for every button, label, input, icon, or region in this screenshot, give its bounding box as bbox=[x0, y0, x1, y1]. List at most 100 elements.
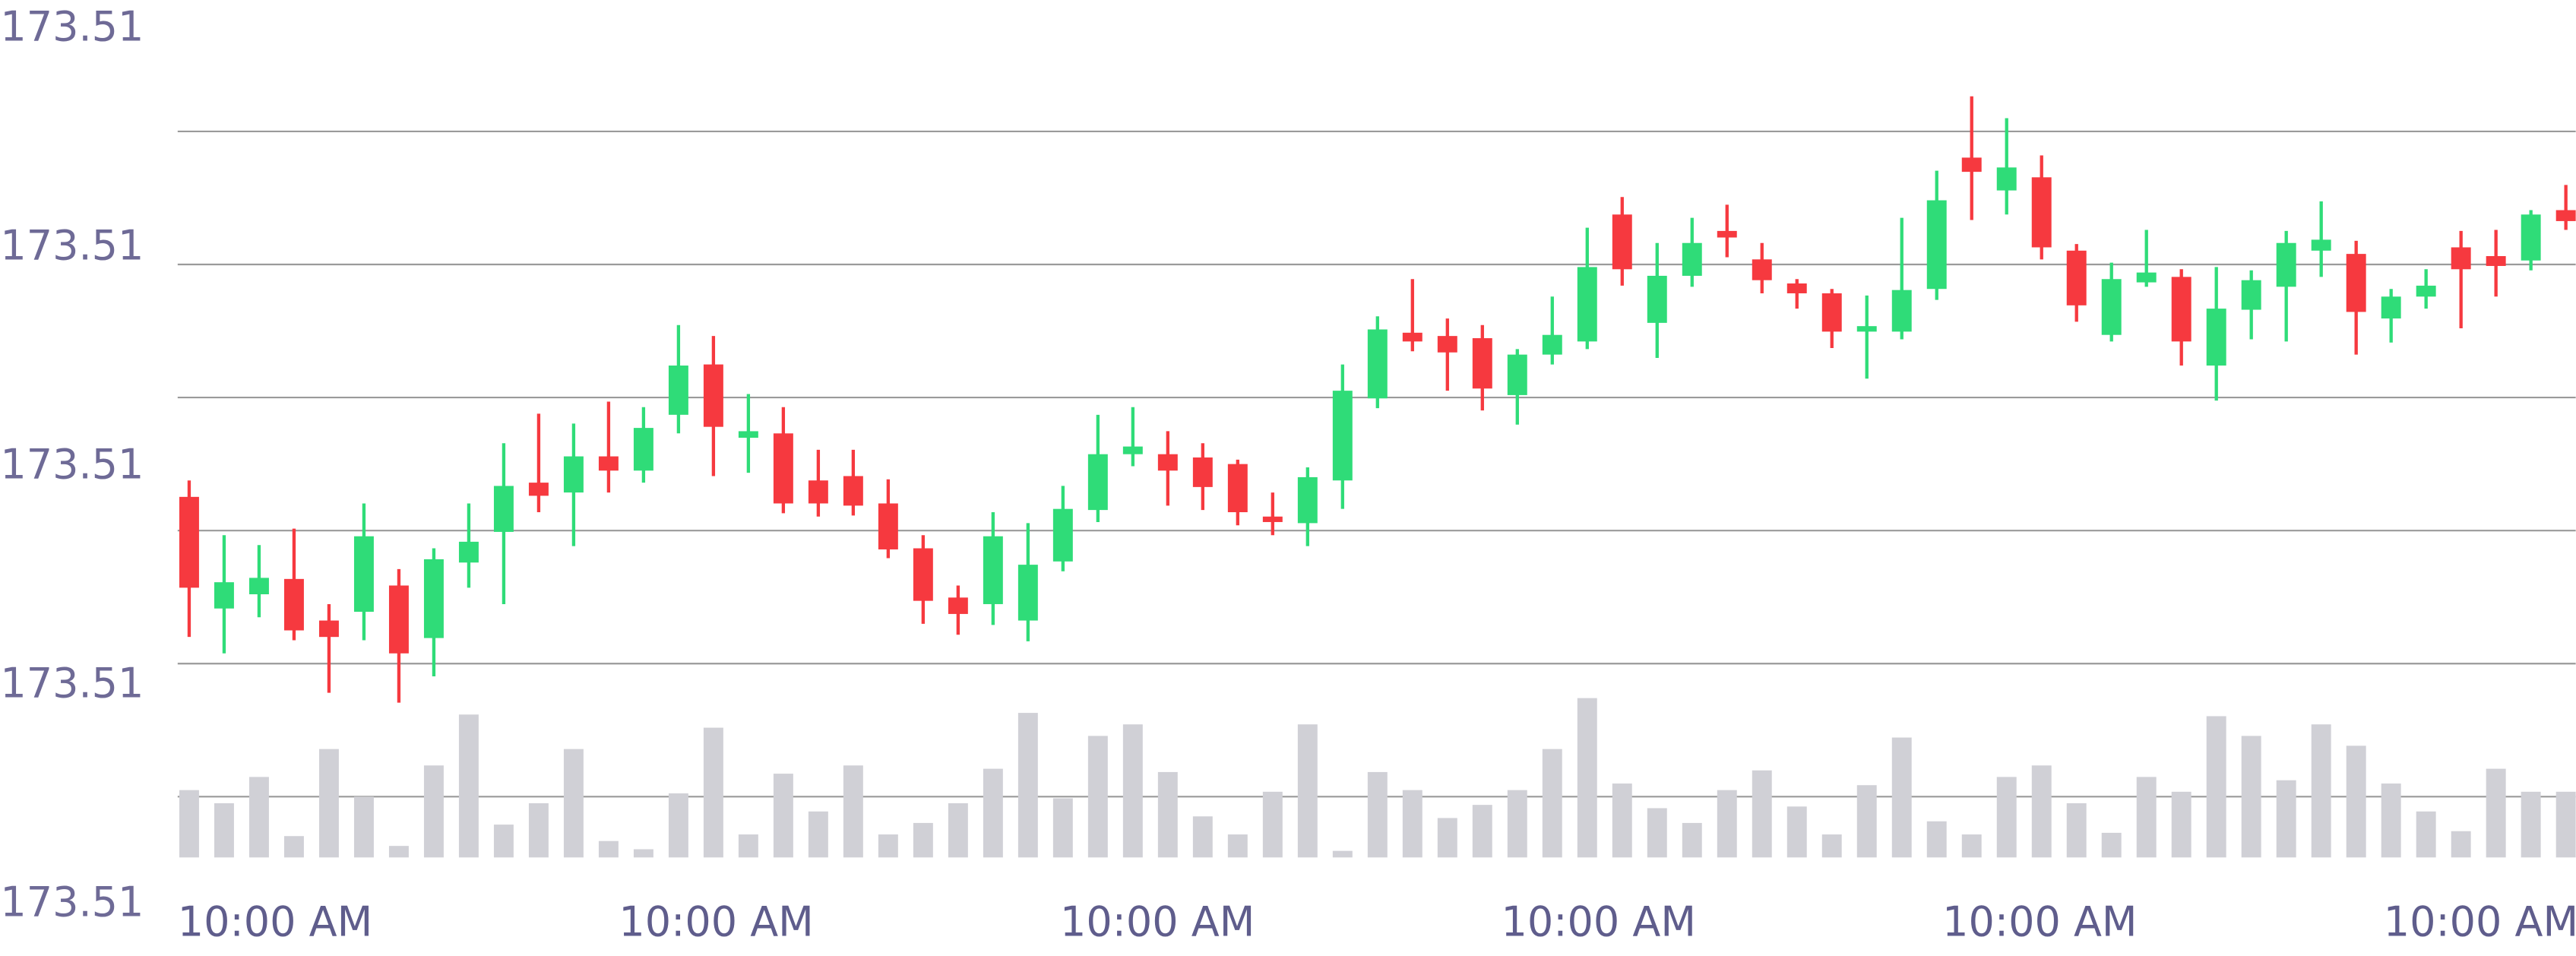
volume-bar bbox=[703, 727, 723, 858]
candle-body bbox=[2276, 242, 2296, 287]
candle-body bbox=[2066, 250, 2087, 305]
candle-body bbox=[1087, 454, 1108, 511]
candle-body bbox=[948, 597, 968, 614]
volume-bar bbox=[1087, 736, 1108, 858]
volume-bar bbox=[1577, 698, 1597, 858]
candle-body bbox=[283, 578, 304, 631]
candle-body bbox=[2171, 277, 2191, 342]
candle-body bbox=[808, 480, 828, 504]
volume-bar bbox=[1612, 783, 1632, 858]
candle-body bbox=[388, 585, 409, 654]
candle-body bbox=[913, 548, 933, 601]
volume-bar bbox=[1647, 808, 1667, 858]
volume-bar bbox=[2555, 791, 2576, 858]
volume-bars bbox=[179, 698, 2576, 858]
volume-bar bbox=[773, 774, 793, 858]
volume-bar bbox=[2381, 783, 2401, 858]
volume-bar bbox=[2486, 768, 2506, 858]
volume-bar bbox=[2521, 791, 2541, 858]
candle-body bbox=[248, 578, 269, 595]
volume-bar bbox=[1157, 771, 1178, 858]
volume-bar bbox=[1717, 790, 1737, 858]
volume-bar bbox=[2451, 831, 2471, 858]
volume-bar bbox=[248, 777, 269, 858]
candle-body bbox=[1647, 275, 1667, 323]
candle-body bbox=[1926, 200, 1947, 290]
candle-body bbox=[668, 366, 688, 415]
candle-body bbox=[1717, 230, 1737, 238]
candle-body bbox=[493, 486, 514, 532]
candle-body bbox=[2521, 214, 2541, 261]
candle-body bbox=[1157, 454, 1178, 471]
candle-body bbox=[2381, 296, 2401, 319]
y-tick-label: 173.51 bbox=[0, 660, 144, 708]
candle-body bbox=[458, 541, 479, 563]
y-tick-label: 173.51 bbox=[0, 878, 144, 926]
volume-bar bbox=[179, 790, 199, 858]
candle-body bbox=[1612, 214, 1632, 270]
candle-body bbox=[1297, 476, 1318, 524]
volume-bar bbox=[458, 714, 479, 858]
candle-body bbox=[2346, 254, 2366, 312]
volume-bar bbox=[1507, 790, 1527, 858]
y-tick-label: 173.51 bbox=[0, 3, 144, 51]
volume-bar bbox=[1122, 724, 1143, 858]
volume-bar bbox=[1017, 713, 1038, 858]
candle-body bbox=[1856, 326, 1877, 332]
candle-body bbox=[423, 559, 444, 638]
volume-bar bbox=[1437, 818, 1457, 858]
candle-body bbox=[1472, 338, 1492, 389]
volume-bar bbox=[1192, 816, 1213, 858]
candle-body bbox=[2311, 239, 2331, 251]
x-tick-label: 10:00 AM bbox=[1502, 898, 1696, 946]
volume-bar bbox=[1052, 798, 1073, 858]
candle-body bbox=[1542, 334, 1562, 355]
volume-bar bbox=[283, 836, 304, 858]
candle-body bbox=[598, 456, 619, 471]
volume-bar bbox=[318, 749, 339, 858]
volume-bar bbox=[633, 849, 653, 858]
volume-bar bbox=[913, 822, 933, 858]
x-tick-label: 10:00 AM bbox=[2384, 898, 2576, 946]
candle-body bbox=[703, 364, 723, 427]
volume-bar bbox=[1402, 790, 1422, 858]
volume-bar bbox=[2136, 777, 2157, 858]
volume-bar bbox=[738, 834, 758, 858]
candle-body bbox=[1821, 293, 1842, 332]
volume-bar bbox=[528, 802, 549, 858]
volume-bar bbox=[2311, 724, 2331, 858]
candle-body bbox=[2206, 309, 2226, 366]
candle-body bbox=[2416, 285, 2436, 297]
volume-bar bbox=[1332, 850, 1353, 858]
volume-bar bbox=[1472, 805, 1492, 858]
candle-body bbox=[738, 431, 758, 438]
candle-body bbox=[2486, 256, 2506, 266]
candle-body bbox=[2136, 272, 2157, 283]
candle-body bbox=[1052, 508, 1073, 562]
volume-bar bbox=[1926, 821, 1947, 858]
volume-bar bbox=[1891, 737, 1912, 858]
x-tick-label: 10:00 AM bbox=[178, 898, 372, 946]
candle-body bbox=[1332, 391, 1353, 481]
volume-bar bbox=[983, 768, 1003, 858]
candle-body bbox=[1192, 457, 1213, 487]
candle-body bbox=[214, 582, 234, 609]
y-tick-label: 173.51 bbox=[0, 441, 144, 489]
candle-body bbox=[1122, 446, 1143, 454]
volume-bar bbox=[1996, 777, 2017, 858]
candle-body bbox=[1017, 565, 1038, 621]
candle-body bbox=[563, 456, 584, 493]
volume-bar bbox=[423, 765, 444, 858]
candle-body bbox=[773, 433, 793, 504]
candle-body bbox=[1577, 267, 1597, 342]
candle-body bbox=[878, 503, 898, 549]
volume-bar bbox=[878, 834, 898, 858]
volume-bar bbox=[2276, 780, 2296, 858]
candle-body bbox=[528, 483, 549, 496]
volume-bar bbox=[2346, 745, 2366, 858]
y-tick-label: 173.51 bbox=[0, 222, 144, 270]
candle-body bbox=[2101, 279, 2122, 335]
volume-bar bbox=[2206, 716, 2226, 858]
